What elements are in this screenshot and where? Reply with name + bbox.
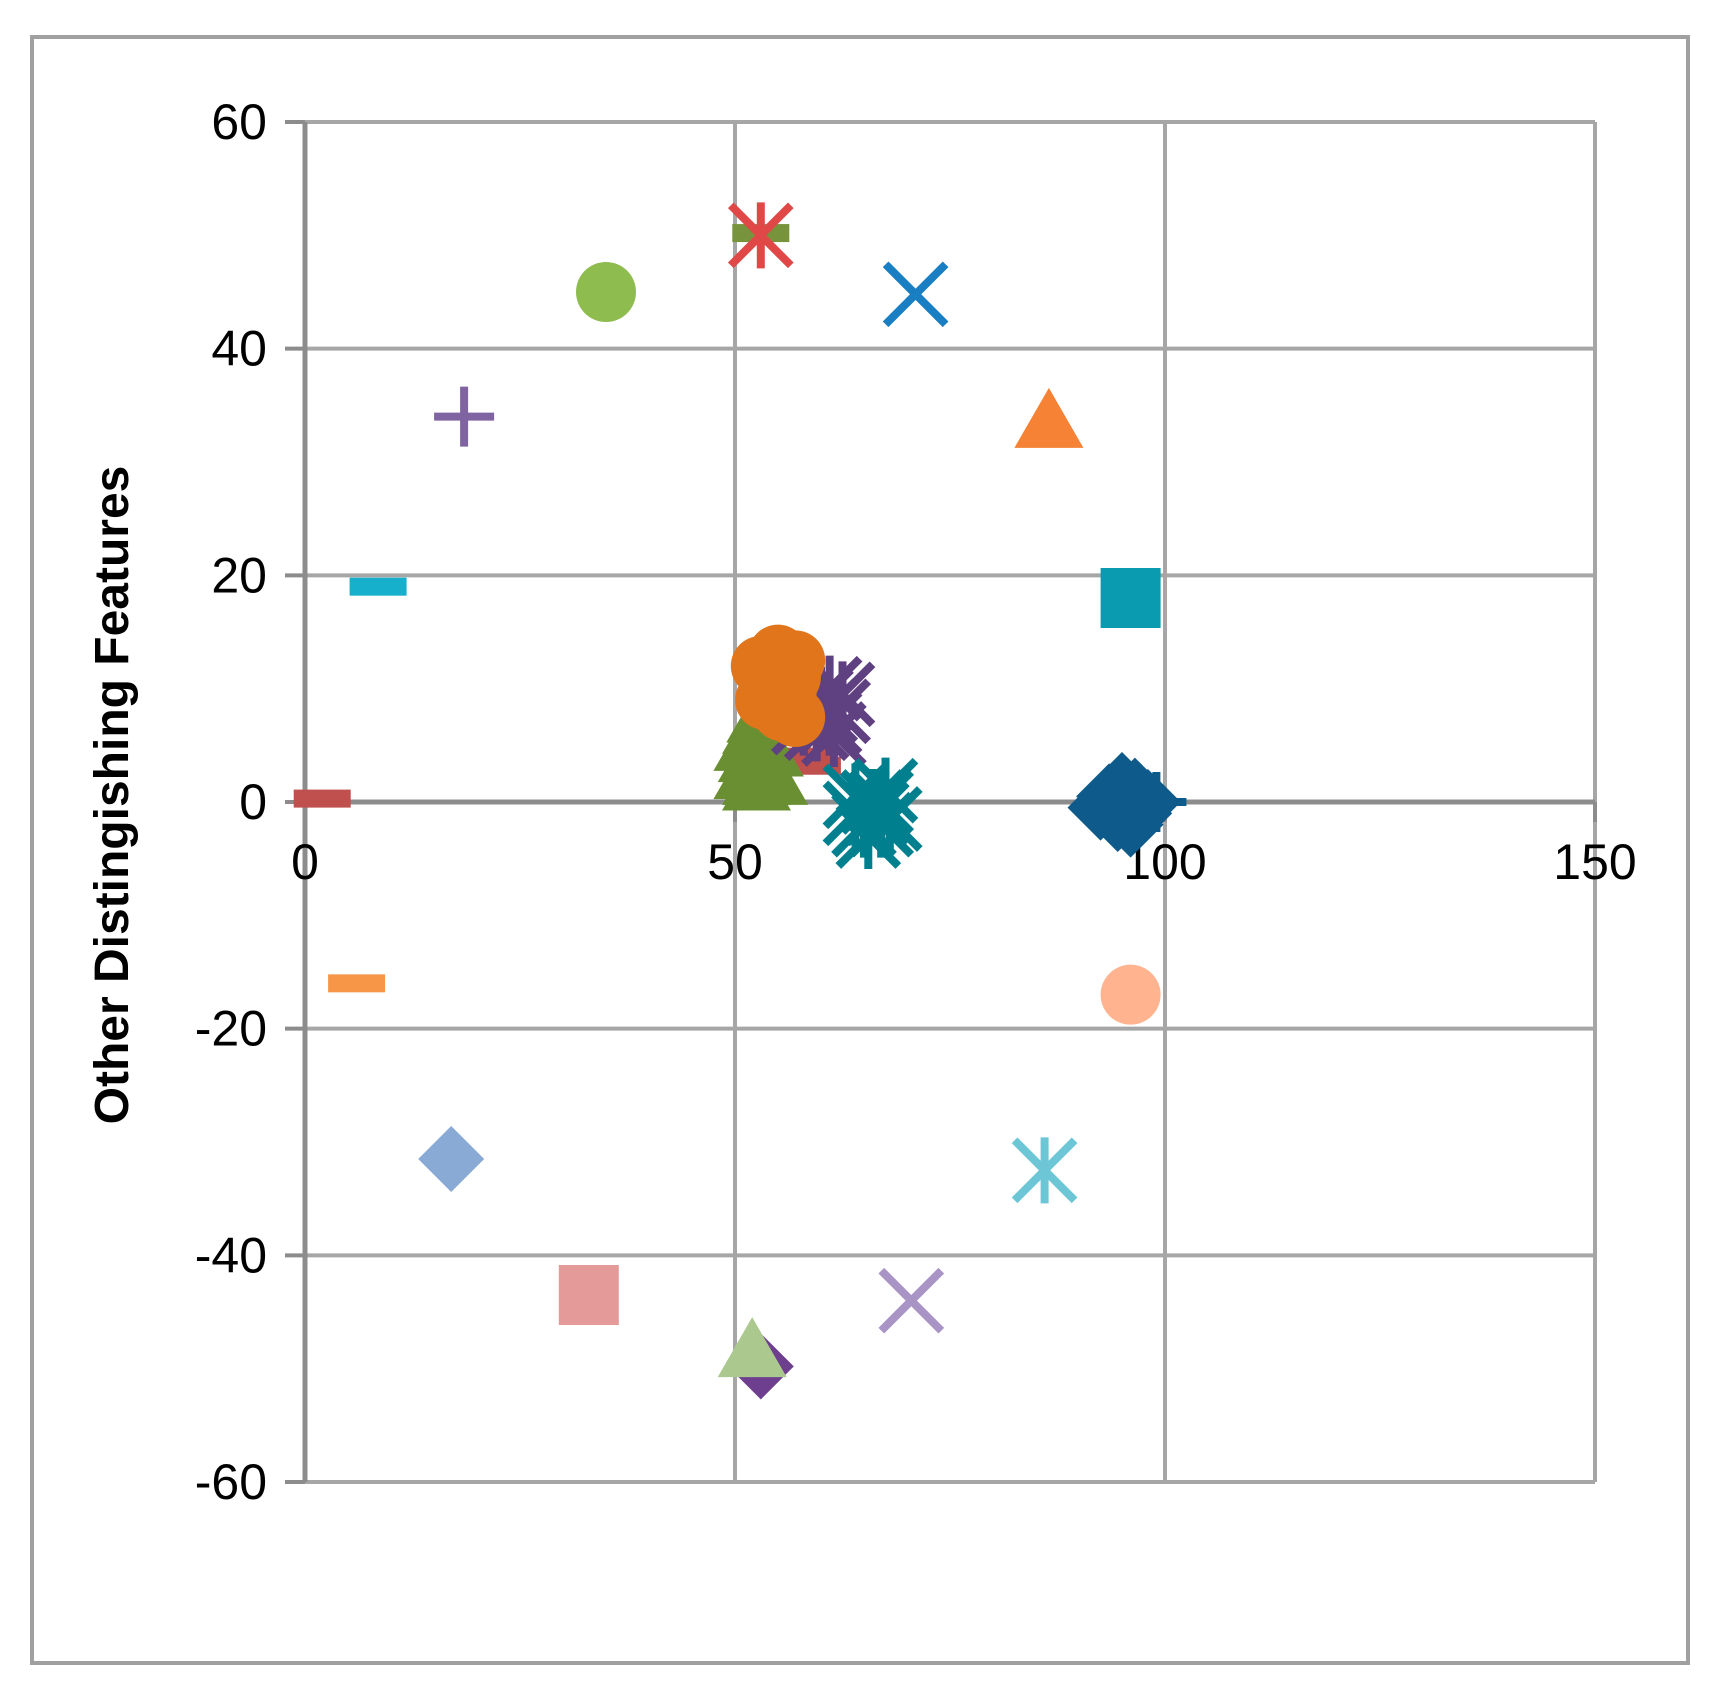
x-tick-label: 50 <box>707 834 763 890</box>
data-point-triangle <box>722 744 791 805</box>
data-point-asterisk <box>1011 1137 1078 1204</box>
y-tick-label: 20 <box>211 547 267 603</box>
data-point-circle <box>1100 964 1161 1025</box>
data-point-dash <box>349 577 407 596</box>
y-tick-label: -60 <box>195 1454 267 1510</box>
y-tick-labels: 60 40 20 0 -20 -40 -60 <box>195 94 267 1510</box>
data-point-circle <box>748 658 808 719</box>
data-point-plus <box>1126 772 1187 832</box>
data-point-x <box>878 1267 945 1334</box>
data-point-triangle <box>717 1317 787 1378</box>
y-tick-label: -40 <box>195 1227 267 1283</box>
y-tick-label: 0 <box>239 774 267 830</box>
data-point-x <box>882 261 949 328</box>
data-point-asterisk <box>848 769 915 835</box>
data-point-plus <box>434 386 495 447</box>
data-point-square <box>558 1265 619 1325</box>
data-point-asterisk <box>727 202 794 269</box>
x-tick-label: 150 <box>1553 834 1636 890</box>
data-point-diamond <box>1101 757 1168 824</box>
data-point-diamond <box>418 1126 485 1192</box>
x-tick-labels: 0 50 100 150 <box>291 834 1637 890</box>
axis-layer <box>285 120 1597 1484</box>
data-point-circle <box>576 262 636 322</box>
data-point-dash <box>293 789 351 808</box>
y-tick-label: 40 <box>211 321 267 377</box>
data-point-triangle <box>1014 387 1084 448</box>
x-tick-label: 0 <box>291 834 319 890</box>
data-point-square <box>1100 568 1161 628</box>
data-markers <box>293 202 1187 1400</box>
data-point-dash <box>328 974 386 993</box>
y-tick-label: 60 <box>211 94 267 150</box>
y-axis-title: Other Distingishing Features <box>86 466 139 1125</box>
y-tick-label: -20 <box>195 1001 267 1057</box>
